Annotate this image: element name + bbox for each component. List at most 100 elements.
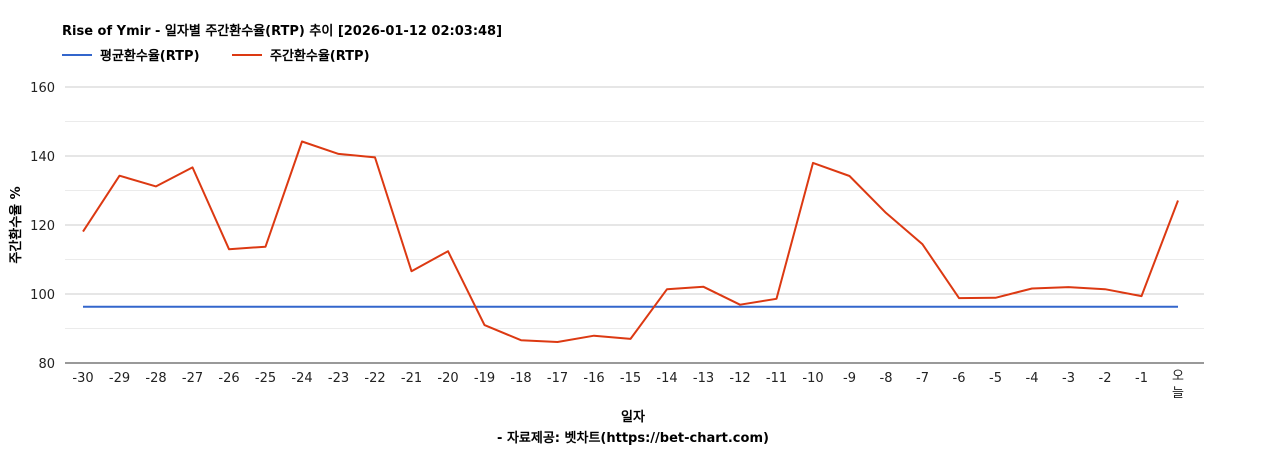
x-tick-label: -2 — [1099, 371, 1112, 386]
series-line-weekly — [82, 140, 1179, 343]
x-tick-label: -15 — [620, 371, 641, 386]
data-point-weekly[interactable] — [590, 332, 598, 340]
data-point-average[interactable] — [225, 303, 233, 311]
x-axis-title: 일자 — [621, 410, 645, 425]
data-point-weekly[interactable] — [1138, 292, 1146, 300]
x-tick-label: -14 — [656, 371, 677, 386]
data-point-weekly[interactable] — [408, 267, 416, 275]
data-point-weekly[interactable] — [736, 301, 744, 309]
legend: 평균환수율(RTP) 주간환수율(RTP) — [62, 48, 370, 64]
y-tick-label: 120 — [30, 219, 55, 234]
x-tick-label: -30 — [72, 371, 93, 386]
data-point-average[interactable] — [992, 303, 1000, 311]
data-point-weekly[interactable] — [116, 172, 124, 180]
x-tick-label: -19 — [474, 371, 495, 386]
data-point-weekly[interactable] — [1101, 285, 1109, 293]
data-point-weekly[interactable] — [773, 295, 781, 303]
x-tick-label: -20 — [437, 371, 458, 386]
data-point-average[interactable] — [481, 303, 489, 311]
data-point-weekly[interactable] — [809, 159, 817, 167]
data-point-average[interactable] — [882, 303, 890, 311]
data-point-average[interactable] — [116, 303, 124, 311]
data-point-weekly[interactable] — [481, 321, 489, 329]
legend-label-weekly: 주간환수율(RTP) — [270, 48, 370, 64]
data-point-weekly[interactable] — [627, 335, 635, 343]
data-point-weekly[interactable] — [517, 336, 525, 344]
y-tick-label: 80 — [38, 357, 55, 372]
data-point-average[interactable] — [408, 303, 416, 311]
x-tick-label: -4 — [1026, 371, 1039, 386]
data-point-average[interactable] — [189, 303, 197, 311]
legend-item-weekly[interactable]: 주간환수율(RTP) — [232, 48, 370, 64]
data-point-weekly[interactable] — [189, 163, 197, 171]
data-point-weekly[interactable] — [992, 294, 1000, 302]
x-tick-label: -16 — [583, 371, 604, 386]
data-point-weekly[interactable] — [152, 182, 160, 190]
data-point-weekly[interactable] — [1028, 284, 1036, 292]
y-tick-label: 160 — [30, 81, 55, 96]
data-point-weekly[interactable] — [846, 172, 854, 180]
x-tick-label: -17 — [547, 371, 568, 386]
data-point-weekly[interactable] — [1065, 283, 1073, 291]
data-point-weekly[interactable] — [371, 153, 379, 161]
data-point-weekly[interactable] — [663, 285, 671, 293]
data-point-weekly[interactable] — [262, 243, 270, 251]
x-tick-label: -9 — [843, 371, 856, 386]
y-tick-label: 100 — [30, 288, 55, 303]
x-tick-label: -12 — [729, 371, 750, 386]
x-tick-label: -3 — [1062, 371, 1075, 386]
x-tick-label: -18 — [510, 371, 531, 386]
data-point-weekly[interactable] — [79, 228, 87, 236]
x-tick-label: -13 — [693, 371, 714, 386]
data-point-average[interactable] — [444, 303, 452, 311]
x-tick-label: -27 — [182, 371, 203, 386]
data-point-weekly[interactable] — [1174, 197, 1182, 205]
data-point-average[interactable] — [809, 303, 817, 311]
data-point-weekly[interactable] — [298, 138, 306, 146]
data-point-weekly[interactable] — [554, 338, 562, 346]
data-point-weekly[interactable] — [919, 240, 927, 248]
x-tick-label: -6 — [953, 371, 966, 386]
data-point-weekly[interactable] — [882, 209, 890, 217]
data-credit: - 자료제공: 벳차트(https://bet-chart.com) — [497, 430, 769, 446]
data-point-average[interactable] — [1174, 303, 1182, 311]
data-point-average[interactable] — [1101, 303, 1109, 311]
data-point-average[interactable] — [1065, 303, 1073, 311]
data-point-average[interactable] — [955, 303, 963, 311]
data-point-average[interactable] — [79, 303, 87, 311]
x-tick-label: -28 — [145, 371, 166, 386]
data-point-weekly[interactable] — [335, 150, 343, 158]
x-tick-label: -26 — [218, 371, 239, 386]
data-point-weekly[interactable] — [700, 283, 708, 291]
x-tick-label: -11 — [766, 371, 787, 386]
data-point-average[interactable] — [371, 303, 379, 311]
data-point-average[interactable] — [773, 303, 781, 311]
data-point-average[interactable] — [919, 303, 927, 311]
data-point-average[interactable] — [517, 303, 525, 311]
x-tick-label: -1 — [1135, 371, 1148, 386]
x-tick-label: -29 — [109, 371, 130, 386]
data-point-average[interactable] — [262, 303, 270, 311]
data-point-average[interactable] — [700, 303, 708, 311]
chart-title: Rise of Ymir - 일자별 주간환수율(RTP) 추이 [2026-0… — [62, 23, 502, 39]
data-point-average[interactable] — [846, 303, 854, 311]
x-tick-label: -7 — [916, 371, 929, 386]
data-point-average[interactable] — [554, 303, 562, 311]
legend-item-average[interactable]: 평균환수율(RTP) — [62, 48, 200, 64]
data-point-average[interactable] — [627, 303, 635, 311]
data-point-weekly[interactable] — [444, 247, 452, 255]
x-tick-label: -10 — [802, 371, 823, 386]
data-point-average[interactable] — [1028, 303, 1036, 311]
series-lines — [79, 138, 1182, 346]
x-tick-label: -21 — [401, 371, 422, 386]
data-point-average[interactable] — [298, 303, 306, 311]
data-point-average[interactable] — [152, 303, 160, 311]
data-point-average[interactable] — [335, 303, 343, 311]
data-point-weekly[interactable] — [955, 294, 963, 302]
data-point-average[interactable] — [663, 303, 671, 311]
data-point-average[interactable] — [590, 303, 598, 311]
x-tick-label: -23 — [328, 371, 349, 386]
data-point-average[interactable] — [1138, 303, 1146, 311]
data-point-weekly[interactable] — [225, 245, 233, 253]
